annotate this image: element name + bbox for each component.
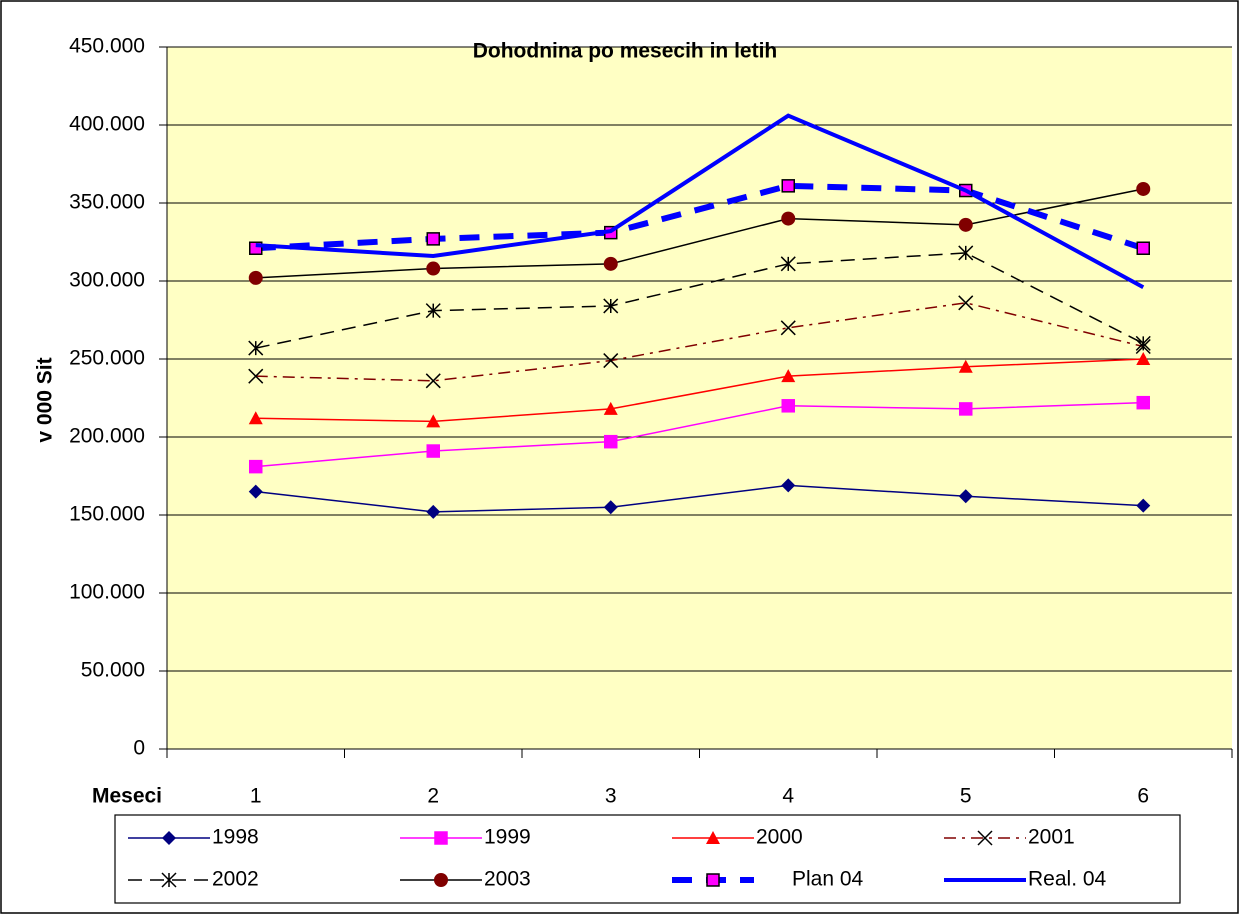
point-marker	[426, 232, 440, 246]
y-tick-label: 350.000	[69, 191, 145, 214]
point-marker	[603, 298, 619, 314]
point-marker	[781, 211, 796, 226]
legend-label: 1999	[484, 826, 531, 849]
y-tick-label: 300.000	[69, 269, 145, 292]
y-tick-label: 100.000	[69, 581, 145, 604]
y-tick-label: 450.000	[69, 35, 145, 58]
legend-label: Plan 04	[792, 868, 864, 891]
point-marker	[958, 489, 973, 504]
legend-marker	[162, 831, 176, 845]
plot-area	[167, 47, 1232, 749]
legend-label: 2000	[756, 826, 803, 849]
y-tick-label: 400.000	[69, 113, 145, 136]
series-line	[255, 252, 1144, 349]
point-marker	[426, 261, 441, 276]
point-marker	[959, 402, 973, 416]
legend-label: 1998	[212, 826, 259, 849]
x-tick-label: 6	[1137, 785, 1149, 808]
x-axis-label: Meseci	[92, 785, 162, 808]
point-marker	[1136, 241, 1150, 255]
point-marker	[426, 504, 441, 519]
point-marker	[1136, 352, 1151, 365]
legend-label: 2001	[1028, 826, 1075, 849]
point-marker	[781, 399, 795, 413]
point-marker	[1136, 395, 1150, 410]
x-tick-label: 1	[250, 785, 262, 808]
point-marker	[603, 500, 618, 515]
y-tick-label: 150.000	[69, 503, 145, 526]
legend-label: 2003	[484, 868, 531, 891]
point-marker	[958, 359, 973, 373]
point-marker	[248, 340, 264, 356]
point-marker	[248, 270, 263, 285]
point-marker	[1135, 335, 1151, 351]
point-marker	[248, 411, 263, 425]
point-marker	[1136, 181, 1151, 196]
point-marker	[781, 179, 795, 193]
y-tick-label: 200.000	[69, 425, 145, 448]
legend-marker	[434, 831, 448, 845]
point-marker	[425, 373, 441, 389]
point-marker	[249, 459, 263, 474]
point-marker	[248, 484, 263, 499]
x-tick-label: 3	[605, 785, 617, 808]
legend-marker	[434, 873, 448, 887]
x-tick-label: 5	[960, 785, 972, 808]
x-tick-label: 4	[782, 785, 794, 808]
point-marker	[780, 256, 796, 272]
point-marker	[781, 478, 796, 493]
point-marker	[604, 434, 618, 449]
y-tick-label: 50.000	[81, 659, 145, 682]
legend-marker	[977, 830, 993, 846]
series-line	[255, 401, 1144, 468]
legend-marker	[706, 873, 720, 887]
point-marker	[780, 320, 796, 336]
series-line	[255, 182, 1145, 252]
point-marker	[603, 401, 618, 415]
series-line	[255, 358, 1144, 423]
point-marker	[958, 217, 973, 232]
point-marker	[958, 245, 974, 261]
legend-marker	[706, 831, 720, 844]
point-marker	[958, 295, 974, 311]
chart-title: Dohodnina po mesecih in letih	[473, 40, 778, 63]
legend-marker	[161, 872, 177, 888]
point-marker	[603, 353, 619, 369]
point-marker	[781, 369, 796, 383]
point-marker	[426, 414, 441, 428]
series-line	[255, 113, 1145, 289]
point-marker	[426, 444, 440, 458]
legend-label: Real. 04	[1028, 868, 1107, 891]
point-marker	[248, 368, 264, 384]
legend	[114, 814, 1181, 904]
y-tick-label: 250.000	[69, 347, 145, 370]
legend-label: 2002	[212, 868, 259, 891]
point-marker	[603, 256, 618, 271]
y-axis-label: v 000 Sit	[34, 357, 57, 442]
series-line	[255, 188, 1144, 279]
point-marker	[1136, 498, 1151, 513]
series-line	[255, 484, 1144, 513]
x-tick-label: 2	[427, 785, 439, 808]
y-tick-label: 0	[133, 737, 145, 760]
point-marker	[425, 303, 441, 319]
